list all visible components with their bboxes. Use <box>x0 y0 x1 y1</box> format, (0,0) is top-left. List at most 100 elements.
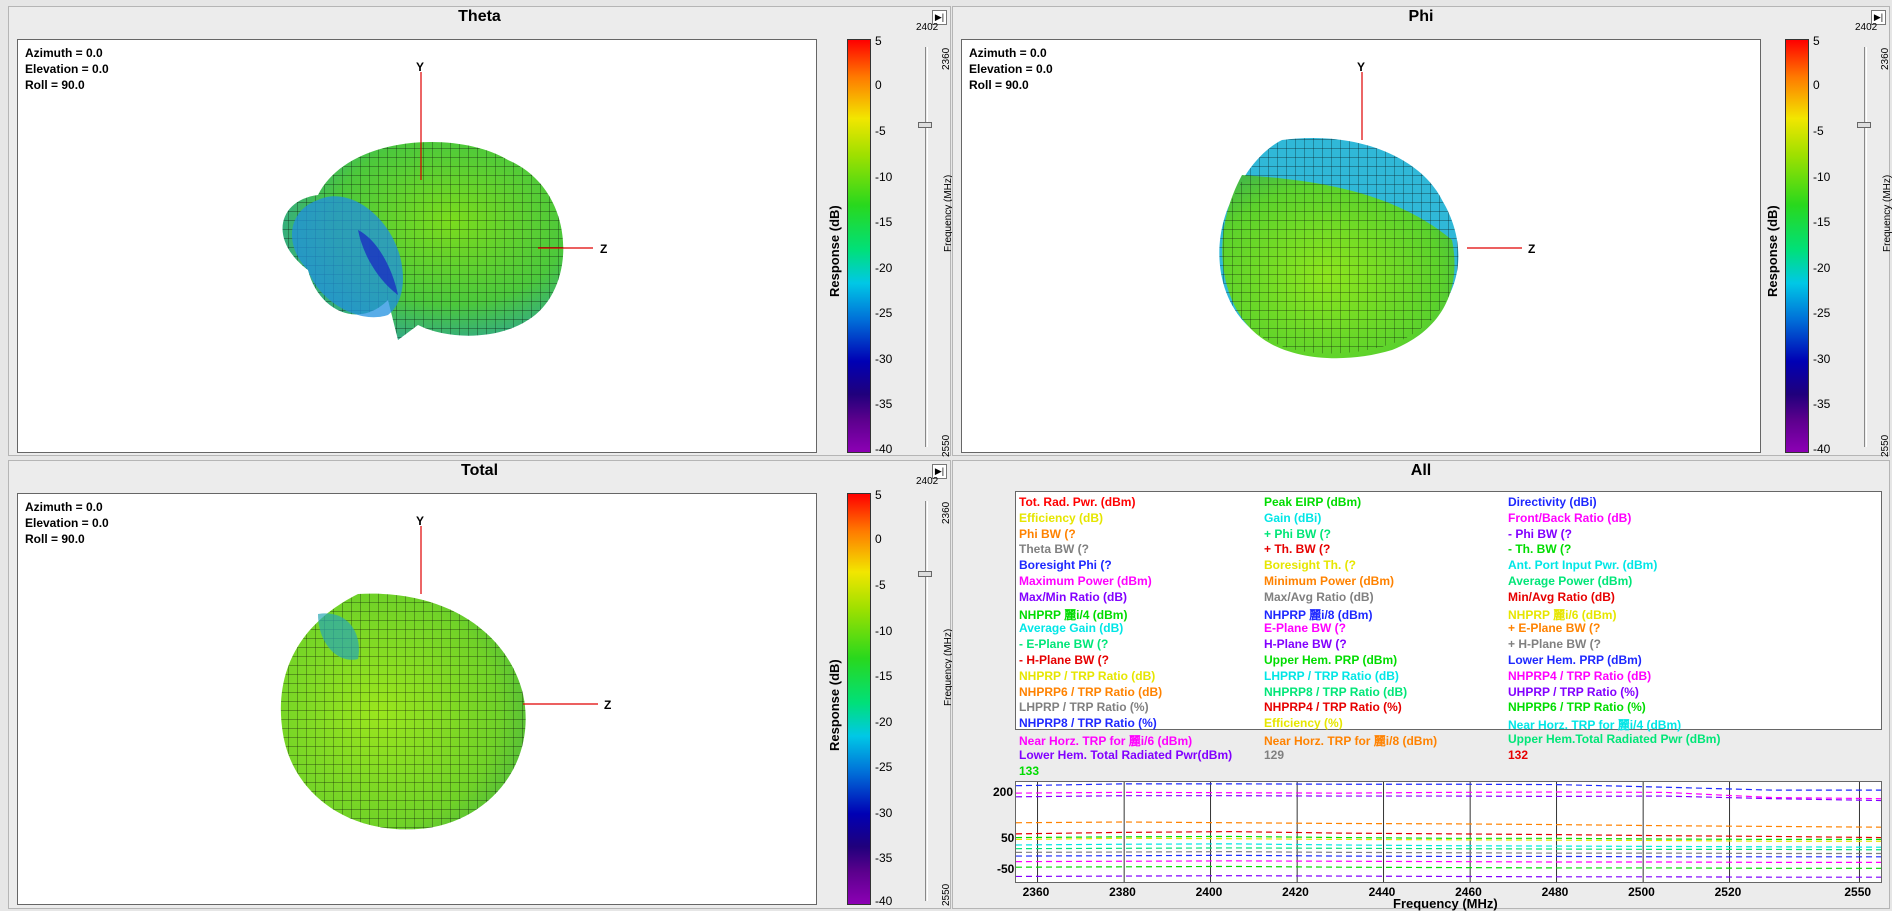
legend-item[interactable]: Efficiency (%) <box>1264 716 1343 731</box>
legend-item[interactable]: - H-Plane BW (? <box>1019 653 1109 667</box>
legend-item[interactable]: Theta BW (? <box>1019 542 1089 557</box>
series-line <box>1016 847 1881 851</box>
x-tick: 2480 <box>1541 885 1569 899</box>
legend-item[interactable]: Tot. Rad. Pwr. (dBm) <box>1019 495 1136 509</box>
series-line <box>1016 835 1881 841</box>
series-line <box>1016 875 1881 878</box>
legend-item[interactable]: - Phi BW (? <box>1508 526 1572 541</box>
color-scale-bar <box>847 39 871 453</box>
all-panel: All Tot. Rad. Pwr. (dBm) Peak EIRP (dBm) D… <box>952 460 1890 911</box>
legend-item[interactable]: Maximum Power (dBm) <box>1019 574 1152 588</box>
legend-item[interactable]: NHPRP6 / TRP Ratio (dB) <box>1019 684 1163 699</box>
legend-item[interactable]: 129 <box>1264 747 1285 762</box>
series-line <box>1016 843 1881 848</box>
x-tick: 2400 <box>1195 885 1223 899</box>
legend-item[interactable]: Peak EIRP (dBm) <box>1264 495 1362 509</box>
panel-title: Phi <box>1408 8 1434 25</box>
legend-item[interactable]: Upper Hem. PRP (dBm) <box>1264 653 1398 667</box>
legend-item[interactable]: Lower Hem. Total Radiated Pwr(dBm) <box>1019 747 1233 762</box>
legend-item[interactable]: NHPRP4 / TRP Ratio (%) <box>1264 700 1402 715</box>
legend-item[interactable]: H-Plane BW (? <box>1264 637 1347 652</box>
legend-item[interactable]: Efficiency (dB) <box>1019 510 1104 525</box>
pin-icon[interactable]: ▶| <box>1871 10 1886 25</box>
legend-item[interactable]: NHPRP 麗i/4 (dBm) <box>1019 607 1128 622</box>
legend-item[interactable]: + Th. BW (? <box>1264 542 1331 557</box>
chart-legend: Tot. Rad. Pwr. (dBm) Peak EIRP (dBm) Direc… <box>1015 491 1882 778</box>
series-line <box>1016 831 1881 839</box>
frequency-slider[interactable]: 2402 2360 Frequency (MHz) 2550 <box>1855 22 1892 457</box>
color-scale-bar <box>1785 39 1809 453</box>
legend-item[interactable]: Gain (dBi) <box>1264 510 1322 525</box>
response-axis-label: Response (dB) <box>827 205 842 297</box>
legend-item[interactable]: 133 <box>1019 763 1040 778</box>
legend-item[interactable]: LHPRP / TRP Ratio (%) <box>1019 700 1149 715</box>
legend-item[interactable]: + Phi BW (? <box>1264 526 1331 541</box>
legend-item[interactable]: NHPRP8 / TRP Ratio (%) <box>1019 716 1157 731</box>
panel-title: Total <box>460 462 499 479</box>
3d-view[interactable]: Azimuth = 0.0 Elevation = 0.0 Roll = 90.… <box>17 493 817 905</box>
phi-panel: Phi ▶| Azimuth = 0.0 Elevation = 0.0 Rol… <box>952 6 1892 457</box>
legend-item[interactable]: Near Horz. TRP for 麗i/6 (dBm) <box>1019 734 1193 748</box>
legend-item[interactable]: Average Gain (dB) <box>1019 621 1124 636</box>
legend-item[interactable]: + E-Plane BW (? <box>1508 621 1601 636</box>
legend-item[interactable]: Minimum Power (dBm) <box>1264 574 1395 588</box>
3d-view[interactable]: Azimuth = 0.0 Elevation = 0.0 Roll = 90.… <box>961 39 1761 453</box>
legend-item[interactable]: Ant. Port Input Pwr. (dBm) <box>1508 558 1658 573</box>
legend-item[interactable]: LHPRP / TRP Ratio (dB) <box>1264 668 1399 683</box>
pin-icon[interactable]: ▶| <box>932 10 947 25</box>
legend-item[interactable]: Lower Hem. PRP (dBm) <box>1508 653 1642 667</box>
legend-item[interactable]: Boresight Phi (? <box>1019 558 1112 573</box>
y-tick: -50 <box>997 862 1015 876</box>
legend-item[interactable]: Upper Hem.Total Radiated Pwr (dBm) <box>1508 732 1721 746</box>
series-line <box>1016 821 1881 828</box>
slider-thumb[interactable] <box>1857 122 1871 128</box>
radiation-pattern-3d <box>282 72 593 340</box>
legend-item[interactable]: NHPRP4 / TRP Ratio (dB) <box>1508 668 1652 683</box>
line-chart-svg <box>1016 782 1881 882</box>
total-panel: Total ▶| Azimuth = 0.0 Elevation = 0.0 R… <box>8 460 954 909</box>
legend-item[interactable]: Max/Min Ratio (dB) <box>1019 589 1127 604</box>
legend-item[interactable]: - E-Plane BW (? <box>1019 637 1109 652</box>
x-tick: 2520 <box>1714 885 1742 899</box>
x-tick: 2500 <box>1628 885 1655 899</box>
y-axis-label: Y <box>1357 60 1366 74</box>
series-line <box>1016 865 1881 869</box>
legend-item[interactable]: NHPRP8 / TRP Ratio (dB) <box>1264 684 1408 699</box>
legend-item[interactable]: NHPRP 麗i/6 (dBm) <box>1508 607 1617 622</box>
line-plot[interactable] <box>1015 781 1882 883</box>
legend-item[interactable]: UHPRP / TRP Ratio (%) <box>1508 684 1639 699</box>
x-tick: 2460 <box>1455 885 1482 899</box>
response-axis-label: Response (dB) <box>1765 205 1780 297</box>
frequency-slider[interactable]: 2402 2360 Frequency (MHz) 2550 <box>916 476 954 906</box>
legend-item[interactable]: E-Plane BW (? <box>1264 621 1347 636</box>
slider-thumb[interactable] <box>918 122 932 128</box>
legend-item[interactable]: + H-Plane BW (? <box>1508 637 1602 652</box>
panel-title: Theta <box>458 8 501 25</box>
view-info: Azimuth = 0.0 Elevation = 0.0 Roll = 90.… <box>25 46 109 92</box>
z-axis-label: Z <box>1528 242 1536 256</box>
series-line <box>1016 860 1881 863</box>
3d-view[interactable]: Azimuth = 0.0 Elevation = 0.0 Roll = 90.… <box>17 39 817 453</box>
legend-item[interactable]: Min/Avg Ratio (dB) <box>1508 589 1615 604</box>
y-axis-label: Y <box>416 60 425 74</box>
series-line <box>1016 791 1881 800</box>
legend-item[interactable]: NHPRP / TRP Ratio (dB) <box>1019 668 1156 683</box>
pin-icon[interactable]: ▶| <box>932 464 947 479</box>
slider-thumb[interactable] <box>918 571 932 577</box>
view-info: Azimuth = 0.0 Elevation = 0.0 Roll = 90.… <box>969 46 1053 92</box>
legend-item[interactable]: NHPRP 麗i/8 (dBm) <box>1264 607 1373 622</box>
legend-item[interactable]: NHPRP6 / TRP Ratio (%) <box>1508 700 1646 715</box>
legend-item[interactable]: Near Horz. TRP for 麗i/8 (dBm) <box>1264 734 1438 748</box>
frequency-slider[interactable]: 2402 2360 Frequency (MHz) 2550 <box>916 22 954 457</box>
legend-item[interactable]: Phi BW (? <box>1019 526 1076 541</box>
legend-item[interactable]: Average Power (dBm) <box>1508 574 1633 588</box>
legend-item[interactable]: Directivity (dBi) <box>1508 495 1597 509</box>
legend-item[interactable]: Max/Avg Ratio (dB) <box>1264 589 1374 604</box>
legend-item[interactable]: - Th. BW (? <box>1508 542 1572 557</box>
legend-item[interactable]: 132 <box>1508 747 1529 762</box>
radiation-pattern-3d <box>280 526 598 830</box>
legend-item[interactable]: Near Horz. TRP for 麗i/4 (dBm) <box>1508 718 1682 733</box>
series-line <box>1016 783 1881 791</box>
legend-item[interactable]: Front/Back Ratio (dB) <box>1508 510 1632 525</box>
legend-item[interactable]: Boresight Th. (? <box>1264 558 1356 573</box>
